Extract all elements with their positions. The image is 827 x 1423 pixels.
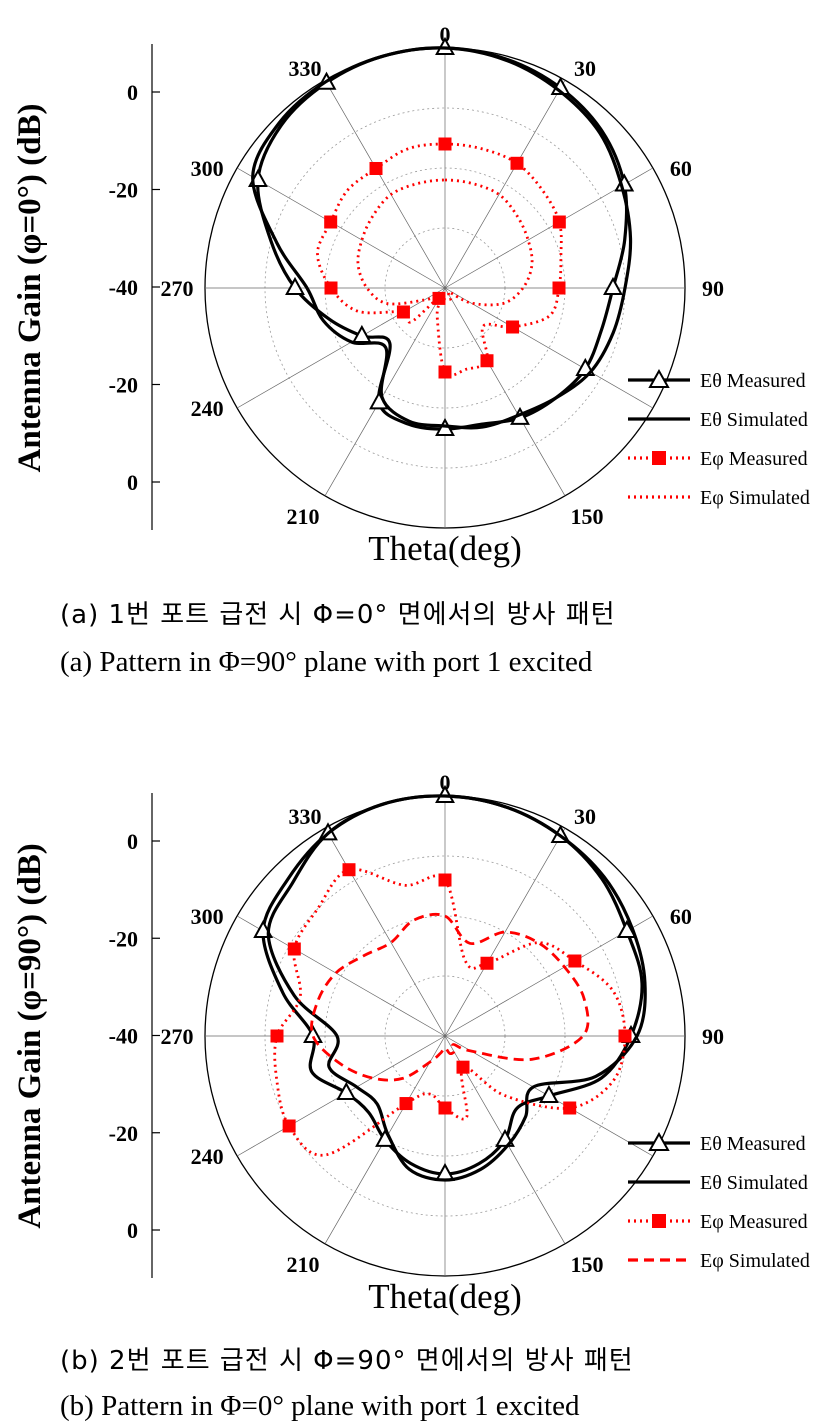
angle-tick-30: 30	[574, 804, 596, 829]
radial-tick-label: -20	[109, 178, 138, 203]
angle-tick-240: 240	[191, 396, 224, 421]
angle-tick-30: 30	[574, 56, 596, 81]
marker-square	[400, 1097, 413, 1110]
y-axis-label: Antenna Gain (φ=90°) (dB)	[12, 843, 48, 1228]
radial-tick-label: 0	[127, 80, 138, 105]
marker-square	[563, 1102, 576, 1115]
legend-marker-square	[652, 451, 666, 465]
marker-square	[283, 1120, 296, 1133]
radial-tick-label: -20	[109, 373, 138, 398]
spoke-line	[445, 288, 565, 496]
radial-tick-label: -20	[109, 926, 138, 951]
spoke-line	[325, 828, 445, 1036]
radial-tick-label: 0	[127, 1218, 138, 1243]
marker-square	[506, 321, 519, 334]
theta-axis-label: Theta(deg)	[368, 529, 522, 568]
marker-square	[343, 863, 356, 876]
angle-tick-150: 150	[571, 504, 604, 529]
angle-tick-330: 330	[289, 804, 322, 829]
angle-tick-90: 90	[702, 276, 724, 301]
radial-tick-label: -20	[109, 1121, 138, 1146]
series-line-2	[268, 796, 645, 1180]
marker-square	[619, 1030, 632, 1043]
angle-tick-300: 300	[191, 156, 224, 181]
figure-canvas: 03060901502102402703003300-20-40-200Ante…	[0, 0, 827, 1418]
theta-axis-label: Theta(deg)	[368, 1277, 522, 1316]
angle-tick-60: 60	[670, 156, 692, 181]
marker-triangle	[605, 279, 622, 294]
y-axis-label: Antenna Gain (φ=0°) (dB)	[12, 104, 48, 473]
spoke-line	[325, 288, 445, 496]
radial-tick-label: -40	[109, 275, 138, 300]
spoke-line	[237, 288, 445, 408]
legend-label-4: Eφ Simulated	[700, 1250, 810, 1272]
marker-square	[370, 162, 383, 175]
marker-square	[481, 354, 494, 367]
marker-square	[439, 874, 452, 887]
angle-tick-330: 330	[289, 56, 322, 81]
legend-label-1: Eθ Measured	[700, 370, 806, 392]
legend-label-2: Eθ Simulated	[700, 409, 808, 431]
marker-square	[553, 282, 566, 295]
marker-square	[324, 216, 337, 229]
radial-tick-label: 0	[127, 829, 138, 854]
marker-square	[271, 1030, 284, 1043]
marker-square	[288, 943, 301, 956]
angle-tick-210: 210	[287, 1252, 320, 1277]
marker-square	[481, 957, 494, 970]
marker-square	[439, 1102, 452, 1115]
spoke-line	[445, 80, 565, 288]
radial-tick-label: -40	[109, 1024, 138, 1049]
polar-chart-2: 03060901502102402703003300-20-40-200Ante…	[12, 770, 810, 1316]
angle-tick-210: 210	[287, 504, 320, 529]
angle-tick-150: 150	[571, 1252, 604, 1277]
angle-tick-90: 90	[702, 1024, 724, 1049]
radial-tick-label: 0	[127, 470, 138, 495]
spoke-line	[445, 828, 565, 1036]
marker-square	[325, 282, 338, 295]
legend-marker-square	[652, 1214, 666, 1228]
legend-label-3: Eφ Measured	[700, 448, 808, 470]
caption-b-korean: (b) 2번 포트 급전 시 Φ=90° 면에서의 방사 패턴	[60, 1340, 634, 1377]
legend-label-4: Eφ Simulated	[700, 487, 810, 509]
marker-square	[568, 955, 581, 968]
angle-tick-300: 300	[191, 904, 224, 929]
caption-b-english: (b) Pattern in Φ=0° plane with port 1 ex…	[60, 1390, 579, 1423]
spoke-line	[325, 80, 445, 288]
marker-triangle	[305, 1027, 322, 1042]
caption-a-english: (a) Pattern in Φ=90° plane with port 1 e…	[60, 646, 592, 679]
angle-tick-270: 270	[161, 1024, 194, 1049]
angle-tick-270: 270	[161, 276, 194, 301]
marker-square	[511, 157, 524, 170]
angle-tick-60: 60	[670, 904, 692, 929]
marker-square	[553, 216, 566, 229]
legend-label-2: Eθ Simulated	[700, 1172, 808, 1194]
series-line-4	[312, 914, 589, 1080]
polar-chart-1: 03060901502102402703003300-20-40-200Ante…	[12, 22, 810, 568]
marker-square	[457, 1061, 470, 1074]
legend-label-3: Eφ Measured	[700, 1211, 808, 1233]
angle-tick-240: 240	[191, 1144, 224, 1169]
marker-square	[439, 138, 452, 151]
marker-square	[397, 306, 410, 319]
marker-square	[439, 366, 452, 379]
caption-a-korean: (a) 1번 포트 급전 시 Φ=0° 면에서의 방사 패턴	[60, 594, 616, 631]
marker-triangle	[338, 1084, 355, 1099]
legend-label-1: Eθ Measured	[700, 1133, 806, 1155]
